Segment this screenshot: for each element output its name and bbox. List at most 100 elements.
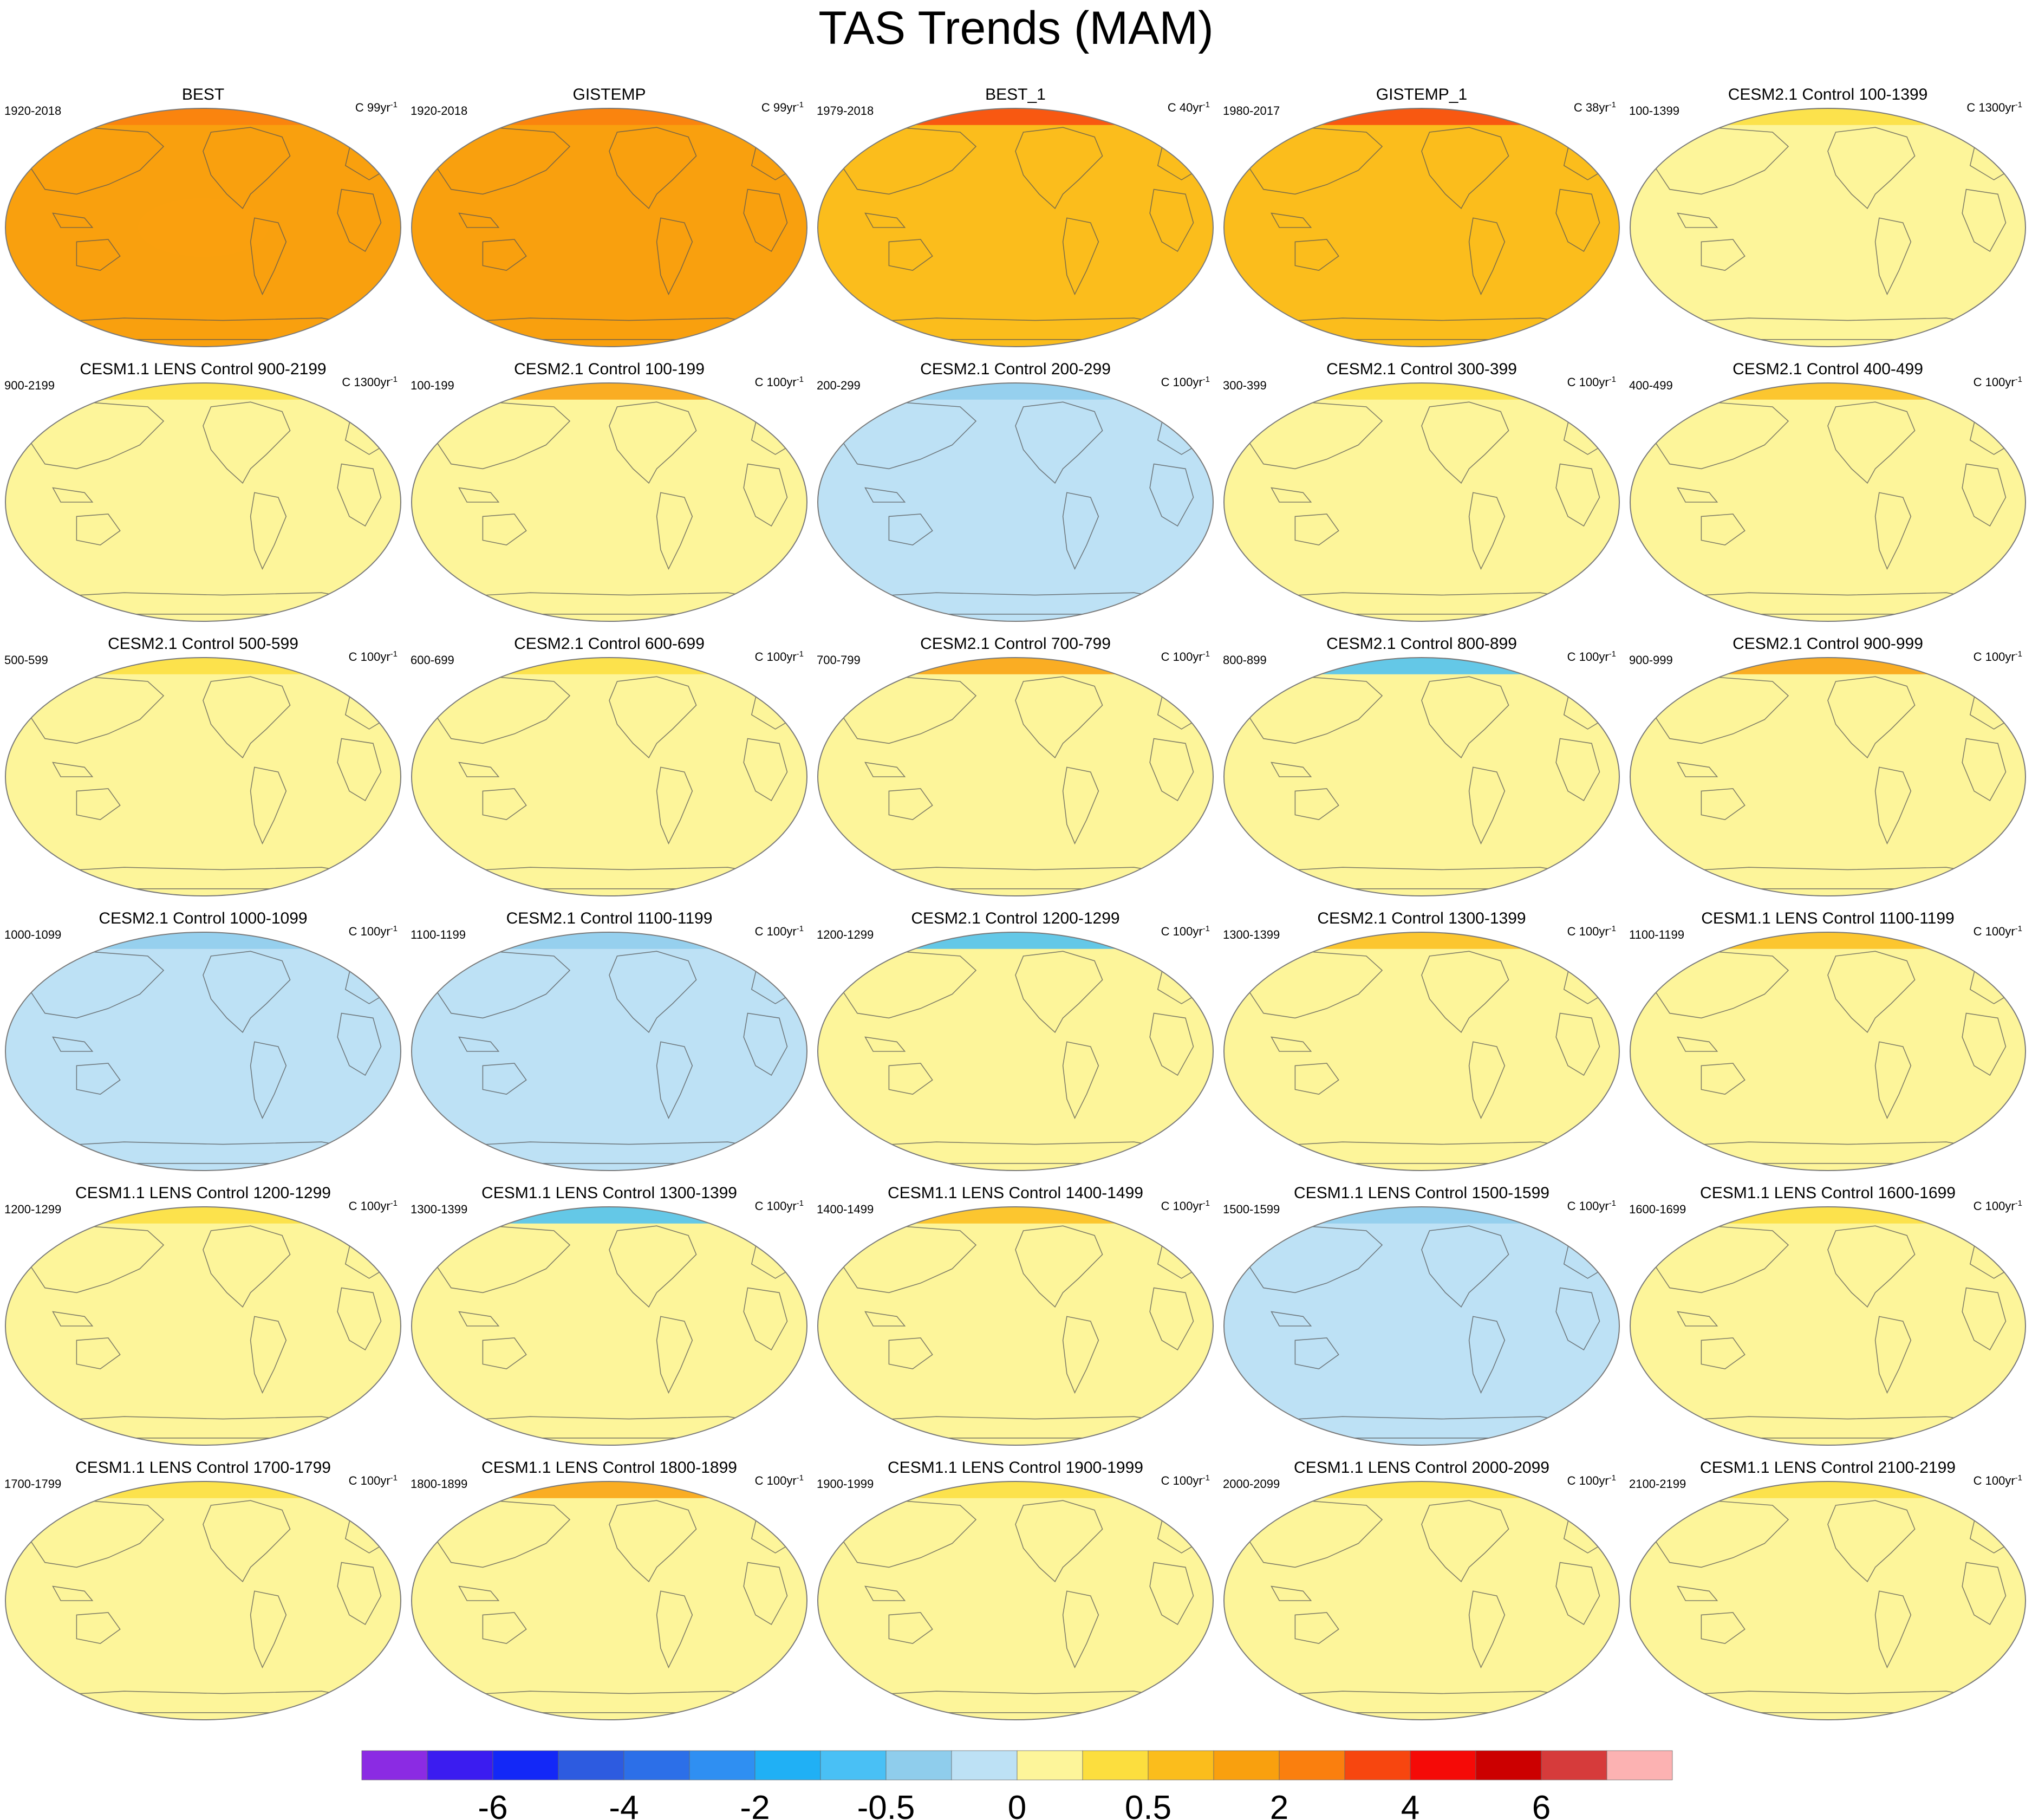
panel-units: C 100yr-1 (1161, 924, 1210, 939)
panel-units: C 100yr-1 (1161, 1473, 1210, 1488)
map-frame (1630, 657, 2026, 896)
panel-units: C 100yr-1 (1974, 924, 2022, 939)
panel-period: 1400-1499 (817, 1202, 874, 1216)
map-frame (1223, 108, 1620, 347)
map-frame (1223, 1481, 1620, 1720)
panel-period: 300-399 (1223, 379, 1267, 392)
colorbar-box (558, 1750, 624, 1780)
map-frame (817, 1481, 1214, 1720)
map-frame (1223, 932, 1620, 1171)
colorbar-box (1082, 1750, 1149, 1780)
panel-title: CESM1.1 LENS Control 1500-1599 (1294, 1184, 1549, 1202)
panel-units: C 100yr-1 (755, 924, 804, 939)
panel-title: CESM2.1 Control 1100-1199 (506, 909, 713, 927)
map-frame (5, 1206, 401, 1446)
map-frame (1630, 382, 2026, 622)
panel-period: 1000-1099 (4, 928, 61, 941)
panel-title: CESM1.1 LENS Control 2000-2099 (1294, 1459, 1549, 1477)
panel-title: CESM1.1 LENS Control 1600-1699 (1700, 1184, 1956, 1202)
panel-period: 1980-2017 (1223, 104, 1280, 118)
map-frame (1630, 1481, 2026, 1720)
map-frame (1630, 108, 2026, 347)
map-frame (1223, 657, 1620, 896)
panel-title: GISTEMP_1 (1376, 86, 1467, 103)
map-frame (817, 1206, 1214, 1446)
panel-period: 1200-1299 (817, 928, 874, 941)
panel-period: 1300-1399 (411, 1202, 467, 1216)
panel-title: CESM2.1 Control 700-799 (920, 635, 1111, 653)
panel-title: CESM1.1 LENS Control 900-2199 (80, 360, 326, 378)
panel-title: CESM2.1 Control 1000-1099 (99, 909, 307, 927)
colorbar-box (885, 1750, 952, 1780)
panel-title: CESM1.1 LENS Control 1100-1199 (1701, 909, 1954, 927)
colorbar-tick-label: -0.5 (857, 1789, 915, 1820)
colorbar-box (754, 1750, 821, 1780)
panel-units: C 1300yr-1 (1966, 100, 2022, 115)
colorbar-tick-label: -6 (478, 1789, 507, 1820)
colorbar-box (1475, 1750, 1542, 1780)
map-frame (1630, 932, 2026, 1171)
panel-title: BEST_1 (985, 86, 1046, 103)
panel-title: CESM2.1 Control 200-299 (920, 360, 1111, 378)
panel-units: C 100yr-1 (1567, 1473, 1616, 1488)
panel-units: C 100yr-1 (1161, 1199, 1210, 1213)
colorbar-box (492, 1750, 559, 1780)
panel-title: CESM2.1 Control 800-899 (1326, 635, 1517, 653)
map-frame (411, 932, 807, 1171)
panel-period: 1300-1399 (1223, 928, 1280, 941)
panel-period: 1200-1299 (4, 1202, 61, 1216)
panel-title: CESM2.1 Control 300-399 (1326, 360, 1517, 378)
panel-units: C 100yr-1 (1567, 1199, 1616, 1213)
panel-units: C 100yr-1 (1567, 375, 1616, 389)
colorbar-box (689, 1750, 756, 1780)
panel-title: CESM1.1 LENS Control 1700-1799 (75, 1459, 331, 1477)
panel-units: C 100yr-1 (1161, 649, 1210, 664)
panel-title: CESM1.1 LENS Control 2100-2199 (1700, 1459, 1956, 1477)
panel-title: BEST (182, 86, 224, 103)
panel-title: CESM1.1 LENS Control 1300-1399 (481, 1184, 737, 1202)
panel-title: CESM1.1 LENS Control 1200-1299 (75, 1184, 331, 1202)
colorbar-tick-label: 6 (1532, 1789, 1551, 1820)
colorbar-box (361, 1750, 428, 1780)
panel-title: CESM1.1 LENS Control 1900-1999 (888, 1459, 1143, 1477)
panel-period: 1979-2018 (817, 104, 874, 118)
page-title: TAS Trends (MAM) (818, 2, 1214, 54)
panel-period: 1900-1999 (817, 1477, 874, 1491)
map-frame (5, 932, 401, 1171)
colorbar-tick-label: 0.5 (1125, 1789, 1171, 1820)
colorbar-box (1541, 1750, 1607, 1780)
panel-title: CESM2.1 Control 1300-1399 (1317, 909, 1526, 927)
colorbar-box (1279, 1750, 1345, 1780)
panel-units: C 100yr-1 (755, 375, 804, 389)
colorbar-box (1148, 1750, 1214, 1780)
panel-units: C 100yr-1 (349, 1199, 398, 1213)
map-frame (5, 108, 401, 347)
panel-title: CESM1.1 LENS Control 1400-1499 (888, 1184, 1143, 1202)
panel-title: CESM2.1 Control 100-1399 (1728, 86, 1928, 103)
colorbar-box (1017, 1750, 1083, 1780)
map-frame (1630, 1206, 2026, 1446)
panel-units: C 100yr-1 (1974, 375, 2022, 389)
panel-title: GISTEMP (572, 86, 646, 103)
colorbar-tick-label: -4 (609, 1789, 639, 1820)
colorbar-box (1606, 1750, 1673, 1780)
colorbar-box (1213, 1750, 1280, 1780)
panel-period: 700-799 (817, 653, 861, 667)
colorbar-box (1410, 1750, 1476, 1780)
panel-units: C 99yr-1 (761, 100, 804, 115)
map-frame (5, 382, 401, 622)
panel-units: C 100yr-1 (755, 1199, 804, 1213)
panel-units: C 100yr-1 (349, 1473, 398, 1488)
panel-period: 400-499 (1629, 379, 1673, 392)
panel-period: 1500-1599 (1223, 1202, 1280, 1216)
map-frame (817, 108, 1214, 347)
panel-period: 2100-2199 (1629, 1477, 1686, 1491)
panel-title: CESM2.1 Control 600-699 (514, 635, 705, 653)
panel-title: CESM2.1 Control 1200-1299 (911, 909, 1119, 927)
map-frame (5, 1481, 401, 1720)
panel-period: 900-999 (1629, 653, 1673, 667)
panel-title: CESM2.1 Control 500-599 (108, 635, 298, 653)
map-frame (411, 1206, 807, 1446)
